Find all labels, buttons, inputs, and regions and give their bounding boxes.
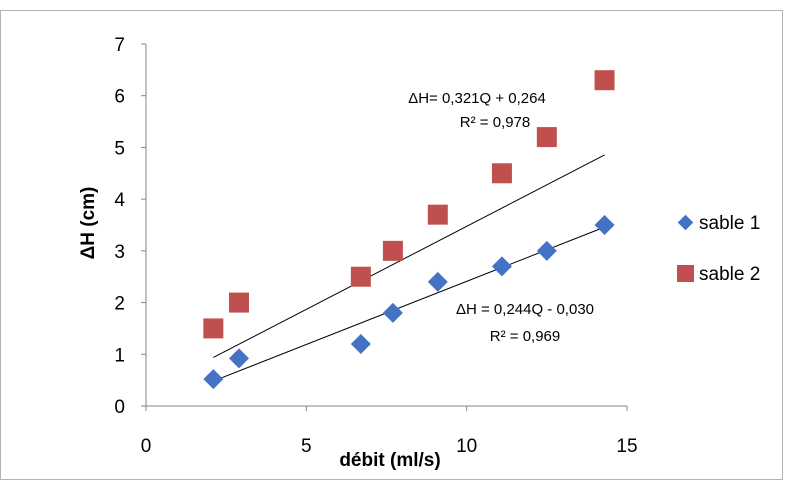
data-points [203, 70, 615, 390]
legend-diamond-marker [677, 214, 694, 231]
chart-frame: 0 1 2 3 4 5 6 7 0 5 10 15 débit (ml/s) ΔH (cm) ΔH= … [0, 10, 783, 480]
y-tick-label: 6 [114, 87, 125, 108]
point-sable-2 [350, 266, 371, 287]
legend-label-sable-1: sable 1 [699, 213, 760, 234]
y-tick-label: 4 [114, 190, 125, 211]
point-sable-1 [203, 369, 224, 390]
x-tick-label: 10 [456, 436, 477, 457]
axes: 0 1 2 3 4 5 6 7 0 5 10 15 [114, 35, 637, 457]
point-sable-1 [594, 215, 615, 235]
point-sable-2 [427, 204, 448, 225]
point-sable-1 [382, 302, 403, 323]
scatter-chart: 0 1 2 3 4 5 6 7 0 5 10 15 débit (ml/s) ΔH (cm) ΔH= … [78, 35, 760, 471]
y-tick-label: 3 [114, 242, 125, 263]
sable2-equation: ΔH= 0,321Q + 0,264 [408, 90, 546, 107]
y-tick-label: 5 [114, 138, 125, 159]
y-tick-label: 1 [114, 345, 125, 366]
sable1-r2: R² = 0,969 [490, 328, 560, 345]
point-sable-2 [594, 70, 615, 91]
y-tick-label: 0 [114, 397, 125, 418]
point-sable-1 [536, 240, 557, 261]
x-tick-label: 0 [141, 436, 152, 457]
sable1-equation: ΔH = 0,244Q - 0,030 [456, 301, 594, 318]
x-tick-label: 15 [616, 436, 637, 457]
point-sable-2 [228, 292, 249, 313]
point-sable-2 [491, 163, 512, 184]
point-sable-1 [228, 348, 249, 369]
point-sable-1 [350, 333, 371, 354]
legend-label-sable-2: sable 2 [699, 264, 760, 285]
legend-square-marker [677, 265, 694, 282]
y-tick-label: 7 [114, 35, 125, 56]
sable2-r2: R² = 0,978 [460, 114, 530, 131]
y-tick-label: 2 [114, 294, 125, 315]
legend: sable 1 sable 2 [677, 213, 760, 285]
legend-item-sable-1: sable 1 [677, 213, 760, 234]
trendlines [213, 154, 605, 382]
point-sable-1 [427, 271, 448, 292]
point-sable-2 [536, 127, 557, 148]
trendline-sable-2 [213, 154, 605, 358]
x-axis-title: débit (ml/s) [339, 450, 440, 471]
point-sable-2 [203, 318, 224, 339]
point-sable-1 [491, 256, 512, 277]
y-axis-title: ΔH (cm) [78, 187, 99, 260]
point-sable-2 [382, 240, 403, 261]
legend-item-sable-2: sable 2 [677, 264, 760, 285]
x-tick-label: 5 [301, 436, 312, 457]
